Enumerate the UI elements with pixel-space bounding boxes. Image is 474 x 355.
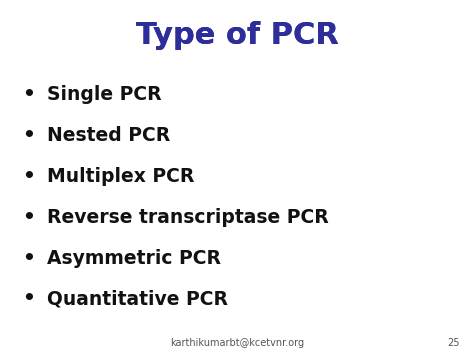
Text: Quantitative PCR: Quantitative PCR <box>47 289 228 308</box>
Text: Multiplex PCR: Multiplex PCR <box>47 167 195 186</box>
Text: Type of PCR: Type of PCR <box>136 21 338 50</box>
Text: Asymmetric PCR: Asymmetric PCR <box>47 248 221 268</box>
Text: •: • <box>22 85 35 104</box>
Text: Single PCR: Single PCR <box>47 85 162 104</box>
Text: Nested PCR: Nested PCR <box>47 126 171 145</box>
Text: Type of PCR: Type of PCR <box>136 21 338 50</box>
Text: karthikumarbt@kcetvnr.org: karthikumarbt@kcetvnr.org <box>170 338 304 348</box>
Text: Reverse transcriptase PCR: Reverse transcriptase PCR <box>47 208 329 227</box>
Text: 25: 25 <box>447 338 460 348</box>
Text: •: • <box>22 289 35 308</box>
Text: •: • <box>22 208 35 227</box>
Text: •: • <box>22 248 35 268</box>
Text: •: • <box>22 126 35 145</box>
Text: •: • <box>22 167 35 186</box>
